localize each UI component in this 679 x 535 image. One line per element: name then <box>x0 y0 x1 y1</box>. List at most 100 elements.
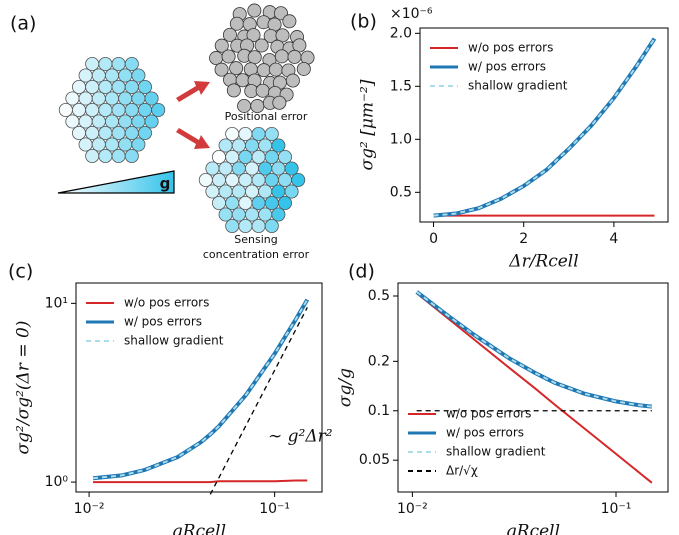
x-tick-label: 10⁻¹ <box>601 501 632 517</box>
y-axis-label: σg² [μm⁻²] <box>358 79 378 170</box>
y-tick-label: 2.0 <box>390 25 412 41</box>
cell <box>247 3 262 18</box>
cell <box>144 91 159 106</box>
y-axis-label: σg²/σg²(Δr = 0) <box>14 321 34 455</box>
plot-frame <box>397 282 669 493</box>
cell <box>229 61 244 76</box>
series-line <box>433 38 656 217</box>
cell <box>244 184 259 199</box>
y-tick-label: 0.5 <box>368 288 390 304</box>
cell <box>85 103 100 118</box>
cell <box>285 73 300 88</box>
cell <box>238 195 253 210</box>
x-axis-label: Δr/Rcell <box>508 252 578 272</box>
cell <box>85 126 100 141</box>
series-line <box>415 290 653 409</box>
legend-label: w/o pos errors <box>124 296 209 310</box>
cell <box>78 68 93 83</box>
cell <box>231 184 246 199</box>
cell <box>275 28 290 43</box>
annotation: ∼ g²Δr² <box>268 427 333 447</box>
cell <box>91 137 106 152</box>
cell <box>105 68 120 83</box>
cell <box>251 195 266 210</box>
cell <box>237 98 252 113</box>
cell <box>137 103 152 118</box>
panel-label: (a) <box>10 13 36 35</box>
y-tick-label: 1.5 <box>390 78 412 94</box>
cell <box>105 137 120 152</box>
legend-label: w/ pos errors <box>124 315 202 329</box>
panel-label: (d) <box>348 261 375 283</box>
cell <box>238 172 253 187</box>
chart-panel: (c) 10⁻² 10⁻¹ 10⁰ 10¹ gRcell σg²/σg²(Δr = 0) ∼ … <box>8 261 333 535</box>
cell <box>264 218 279 233</box>
cell <box>211 149 226 164</box>
cell <box>118 114 133 129</box>
x-tick-label: 0 <box>429 231 438 247</box>
cell <box>284 161 299 176</box>
cell <box>287 49 302 64</box>
cell <box>118 68 133 83</box>
cell <box>124 126 139 141</box>
cell <box>271 184 286 199</box>
cell <box>225 195 240 210</box>
series-line <box>416 291 652 408</box>
legend-label: w/ pos errors <box>468 60 546 74</box>
cell <box>258 138 273 153</box>
cell <box>271 161 286 176</box>
cell <box>271 138 286 153</box>
y-tick-label: 0.1 <box>368 403 390 419</box>
cell <box>214 62 229 77</box>
legend-label: w/o pos errors <box>446 407 531 421</box>
y-axis-label: σg/g <box>336 368 356 407</box>
cell <box>268 62 283 77</box>
cell <box>118 91 133 106</box>
cell <box>218 184 233 199</box>
cell <box>144 114 159 129</box>
legend-label: Δr/√χ <box>446 464 478 478</box>
cell <box>277 172 292 187</box>
cell <box>85 148 100 163</box>
cell <box>124 57 139 72</box>
series-line <box>416 292 653 484</box>
cell <box>218 207 233 222</box>
legend-label: shallow gradient <box>124 334 224 348</box>
y-tick-label: 0.05 <box>359 452 390 468</box>
cell <box>65 114 80 129</box>
cell <box>251 127 266 142</box>
cell <box>251 218 266 233</box>
arrow <box>176 128 210 149</box>
cell <box>272 95 287 110</box>
cell <box>250 99 265 114</box>
x-tick-label: 4 <box>609 231 618 247</box>
arrow <box>176 81 210 102</box>
cell <box>58 103 73 118</box>
cell <box>85 57 100 72</box>
cell <box>124 103 139 118</box>
cell <box>258 207 273 222</box>
cell <box>124 148 139 163</box>
cell <box>111 148 126 163</box>
cell <box>214 38 229 53</box>
caption: concentration error <box>203 248 310 261</box>
cell <box>111 126 126 141</box>
cell <box>98 57 113 72</box>
cell <box>264 172 279 187</box>
cell <box>98 148 113 163</box>
cell <box>72 80 87 95</box>
legend-label: w/o pos errors <box>468 41 553 55</box>
cell <box>205 161 220 176</box>
cell <box>264 149 279 164</box>
cell <box>131 114 146 129</box>
cell <box>226 83 241 98</box>
cell <box>78 91 93 106</box>
cell <box>238 127 253 142</box>
cell <box>254 38 269 53</box>
cell <box>277 149 292 164</box>
cell <box>111 57 126 72</box>
cell <box>231 138 246 153</box>
cell <box>98 80 113 95</box>
cell <box>225 127 240 142</box>
chart-panel: (d) 10⁻² 10⁻¹ 0.05 0.1 0.2 0.5 gRcell σg/g w/o po… <box>336 261 669 535</box>
